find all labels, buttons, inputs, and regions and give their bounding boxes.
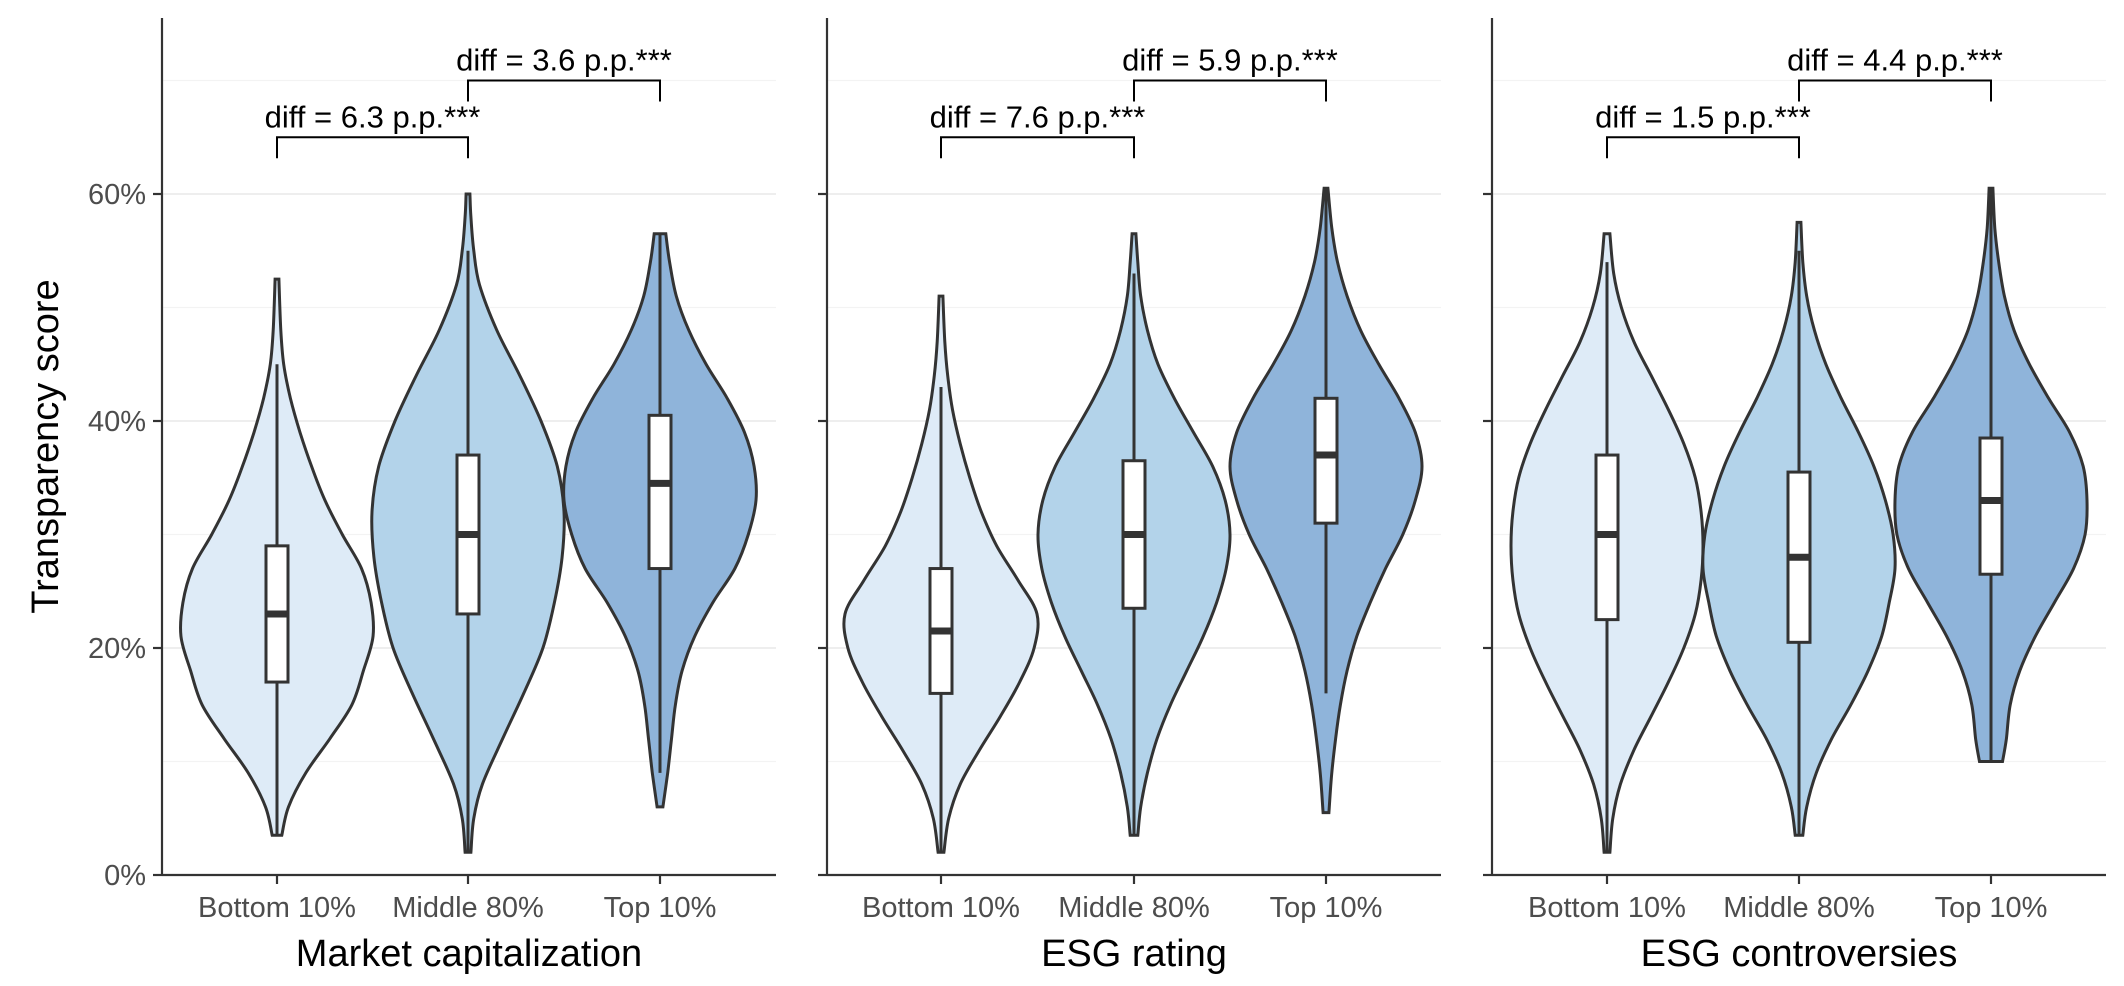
x-axis-title: ESG controversies (1641, 933, 1958, 975)
significance-bracket: diff = 6.3 p.p.*** (265, 99, 481, 159)
significance-bracket: diff = 4.4 p.p.*** (1787, 43, 2003, 102)
significance-bracket: diff = 3.6 p.p.*** (456, 43, 672, 102)
x-axis-title: Market capitalization (296, 933, 642, 975)
x-tick-label: Top 10% (604, 892, 717, 924)
x-tick-label: Top 10% (1935, 892, 2048, 924)
violin-group-bottom-10: Bottom 10% (842, 294, 1040, 924)
x-tick-label: Middle 80% (392, 892, 544, 924)
y-axis-title: Transparency score (25, 279, 67, 613)
violin-group-top-10: Top 10% (1228, 186, 1424, 924)
bracket-line (1798, 79, 1992, 102)
x-tick-label: Bottom 10% (862, 892, 1020, 924)
x-tick-label: Bottom 10% (1528, 892, 1686, 924)
bracket-line (1606, 136, 1800, 159)
violin-group-top-10: Top 10% (562, 232, 758, 924)
iqr-box (1978, 436, 2004, 576)
panel-market-capitalization: 0% 20% 40% 60% Bottom 10% Middle 80% Top 10% Ma… (88, 18, 776, 975)
bracket-label: diff = 6.3 p.p.*** (265, 99, 481, 134)
violin-group-top-10: Top 10% (1893, 186, 2089, 924)
violin-group-bottom-10: Bottom 10% (1509, 232, 1705, 924)
significance-bracket: diff = 5.9 p.p.*** (1122, 43, 1338, 102)
y-tick-label: 0% (104, 860, 146, 892)
bracket-label: diff = 5.9 p.p.*** (1122, 43, 1338, 78)
violin-group-middle-80: Middle 80% (1701, 220, 1897, 924)
significance-bracket: diff = 7.6 p.p.*** (930, 99, 1146, 159)
violin-group-middle-80: Middle 80% (1036, 232, 1232, 924)
panel-esg-rating: Bottom 10% Middle 80% Top 10% ESG rating dif… (818, 18, 1441, 975)
y-tick-label: 40% (88, 406, 146, 438)
bracket-label: diff = 7.6 p.p.*** (930, 99, 1146, 134)
x-tick-label: Top 10% (1270, 892, 1383, 924)
y-tick-label: 60% (88, 179, 146, 211)
bracket-label: diff = 3.6 p.p.*** (456, 43, 672, 78)
iqr-box (1313, 396, 1339, 525)
bracket-line (276, 136, 469, 159)
bracket-line (940, 136, 1135, 159)
violin-group-bottom-10: Bottom 10% (178, 277, 376, 924)
x-tick-label: Bottom 10% (198, 892, 356, 924)
x-tick-label: Middle 80% (1723, 892, 1875, 924)
violin-group-middle-80: Middle 80% (370, 192, 566, 924)
bracket-line (1133, 79, 1327, 102)
x-axis-title: ESG rating (1041, 933, 1227, 975)
iqr-box (647, 413, 673, 571)
bracket-label: diff = 1.5 p.p.*** (1595, 99, 1811, 134)
x-tick-label: Middle 80% (1058, 892, 1210, 924)
significance-bracket: diff = 1.5 p.p.*** (1595, 99, 1811, 159)
bracket-label: diff = 4.4 p.p.*** (1787, 43, 2003, 78)
panel-esg-controversies: Bottom 10% Middle 80% Top 10% ESG controver… (1483, 18, 2106, 975)
y-tick-label: 20% (88, 633, 146, 665)
bracket-line (467, 79, 661, 102)
